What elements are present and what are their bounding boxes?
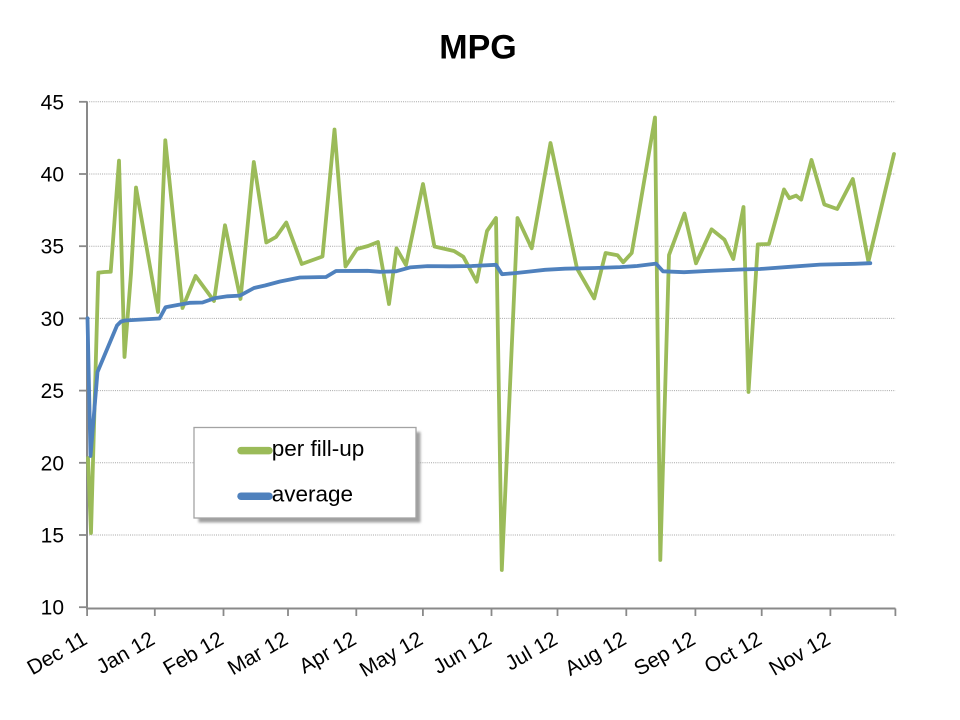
- svg-text:15: 15: [41, 525, 64, 548]
- svg-text:per fill-up: per fill-up: [272, 436, 365, 461]
- svg-text:45: 45: [41, 91, 64, 114]
- svg-text:40: 40: [41, 164, 64, 187]
- svg-text:MPG: MPG: [439, 29, 516, 67]
- svg-text:20: 20: [41, 452, 64, 475]
- svg-text:average: average: [272, 482, 353, 507]
- svg-text:10: 10: [41, 597, 64, 620]
- svg-text:25: 25: [41, 380, 64, 403]
- svg-text:30: 30: [41, 308, 64, 331]
- svg-text:35: 35: [41, 236, 64, 259]
